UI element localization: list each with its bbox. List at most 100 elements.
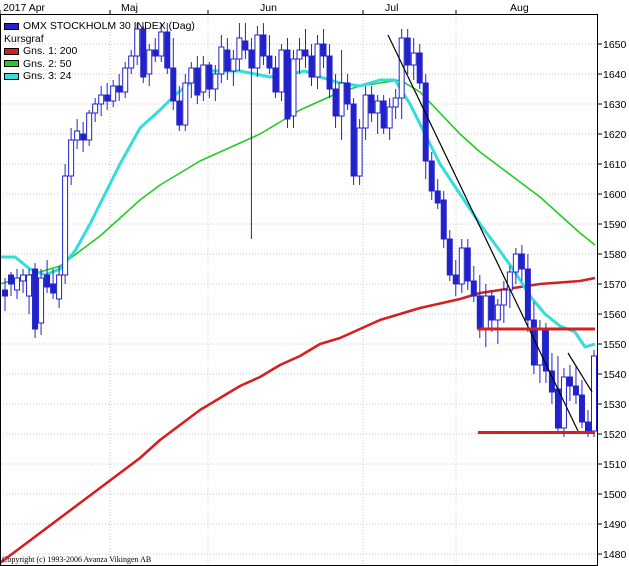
candle-body [8, 274, 15, 285]
legend-label-ma200: Gns. 1: 200 [23, 45, 78, 57]
candle-body [422, 82, 429, 162]
candle-body [92, 103, 99, 114]
candle-body [218, 46, 225, 75]
candle-body [236, 37, 243, 60]
candle-body [152, 49, 159, 57]
legend-swatch-ma200 [4, 47, 19, 55]
candle-body [104, 94, 111, 102]
legend: OMX STOCKHOLM 30 INDEX (Dag) Kursgraf Gn… [4, 20, 195, 83]
trendline [567, 352, 593, 393]
candle-body [272, 67, 279, 93]
y-tick-label: 1590 [603, 219, 627, 231]
y-tick-label: 1640 [603, 69, 627, 81]
candle-body [242, 40, 249, 51]
candle-body [308, 55, 315, 78]
candle-body [332, 88, 339, 117]
candle-body [296, 49, 303, 60]
legend-label-ma50: Gns. 2: 50 [23, 57, 72, 70]
y-tick-label: 1500 [603, 489, 627, 501]
candle-body [134, 28, 141, 57]
candle-body [578, 394, 585, 423]
candle-body [482, 295, 489, 330]
legend-item: Gns. 1: 200 [4, 45, 195, 58]
candle-body [260, 34, 267, 57]
candle-body [68, 139, 75, 177]
candle-body [386, 106, 393, 129]
candle-body [362, 94, 369, 129]
candle-body [392, 97, 399, 108]
candle-body [116, 85, 123, 93]
candle-body [50, 283, 57, 294]
legend-subtitle-row: Kursgraf [4, 33, 195, 46]
candle-body [122, 67, 129, 93]
candle-body [320, 43, 327, 57]
candle-body [98, 94, 105, 105]
candle-body [14, 277, 21, 291]
candle-body [38, 277, 45, 324]
candle-body [356, 127, 363, 177]
y-tick-label: 1610 [603, 159, 627, 171]
candle-body [584, 421, 591, 432]
candle-body [368, 94, 375, 114]
candle-body [32, 268, 39, 330]
candle-body [488, 295, 495, 321]
chart-title: OMX STOCKHOLM 30 INDEX (Dag) [23, 20, 195, 32]
candle-body [170, 67, 177, 102]
candle-body [476, 295, 483, 330]
candle-body [326, 55, 333, 90]
y-tick-label: 1630 [603, 99, 627, 111]
y-tick-label: 1510 [603, 459, 627, 471]
candle-body [458, 247, 465, 285]
candle-body [416, 52, 423, 84]
x-tick-label: Aug [510, 2, 529, 14]
series-line [0, 79, 596, 285]
candle-body [434, 190, 441, 204]
x-tick-label: 2017 Apr [3, 2, 46, 14]
copyright-text: Copyright (c) 1993-2006 Avanza Vikingen … [2, 555, 152, 564]
y-tick-label: 1600 [603, 189, 627, 201]
candle-body [254, 34, 261, 69]
candle-body [380, 100, 387, 129]
trendline [387, 34, 579, 432]
candle-body [524, 268, 531, 321]
candle-body [56, 274, 63, 300]
y-tick-label: 1480 [603, 549, 627, 561]
candle-body [344, 82, 351, 105]
candle-body [470, 280, 477, 297]
y-tick-label: 1580 [603, 249, 627, 261]
legend-title-row: OMX STOCKHOLM 30 INDEX (Dag) [4, 20, 195, 33]
series-line [0, 276, 596, 565]
chart-subtitle: Kursgraf [4, 32, 44, 45]
candle-body [26, 274, 33, 297]
y-tick-label: 1520 [603, 429, 627, 441]
candle-body [200, 64, 207, 93]
candle-body [20, 274, 27, 282]
candlesticks [2, 23, 597, 437]
candle-body [146, 49, 153, 75]
y-tick-label: 1570 [603, 279, 627, 291]
candle-body [284, 49, 291, 120]
candle-body [44, 274, 51, 288]
legend-item: Gns. 2: 50 [4, 58, 195, 71]
candle-body [566, 376, 573, 387]
y-tick-label: 1490 [603, 519, 627, 531]
candle-body [518, 253, 525, 270]
candle-body [128, 55, 135, 69]
candle-body [590, 355, 597, 432]
y-tick-label: 1530 [603, 399, 627, 411]
candle-body [290, 58, 297, 117]
y-tick-label: 1620 [603, 129, 627, 141]
candle-body [224, 49, 231, 72]
candle-body [350, 103, 357, 177]
legend-item: Gns. 3: 24 [4, 70, 195, 83]
candle-body [2, 289, 9, 297]
candle-body [506, 271, 513, 291]
candle-body [410, 52, 417, 66]
candle-body [248, 49, 255, 69]
legend-label-ma24: Gns. 3: 24 [23, 70, 72, 82]
candle-body [86, 112, 93, 141]
candle-body [452, 274, 459, 285]
candle-body [530, 319, 537, 366]
